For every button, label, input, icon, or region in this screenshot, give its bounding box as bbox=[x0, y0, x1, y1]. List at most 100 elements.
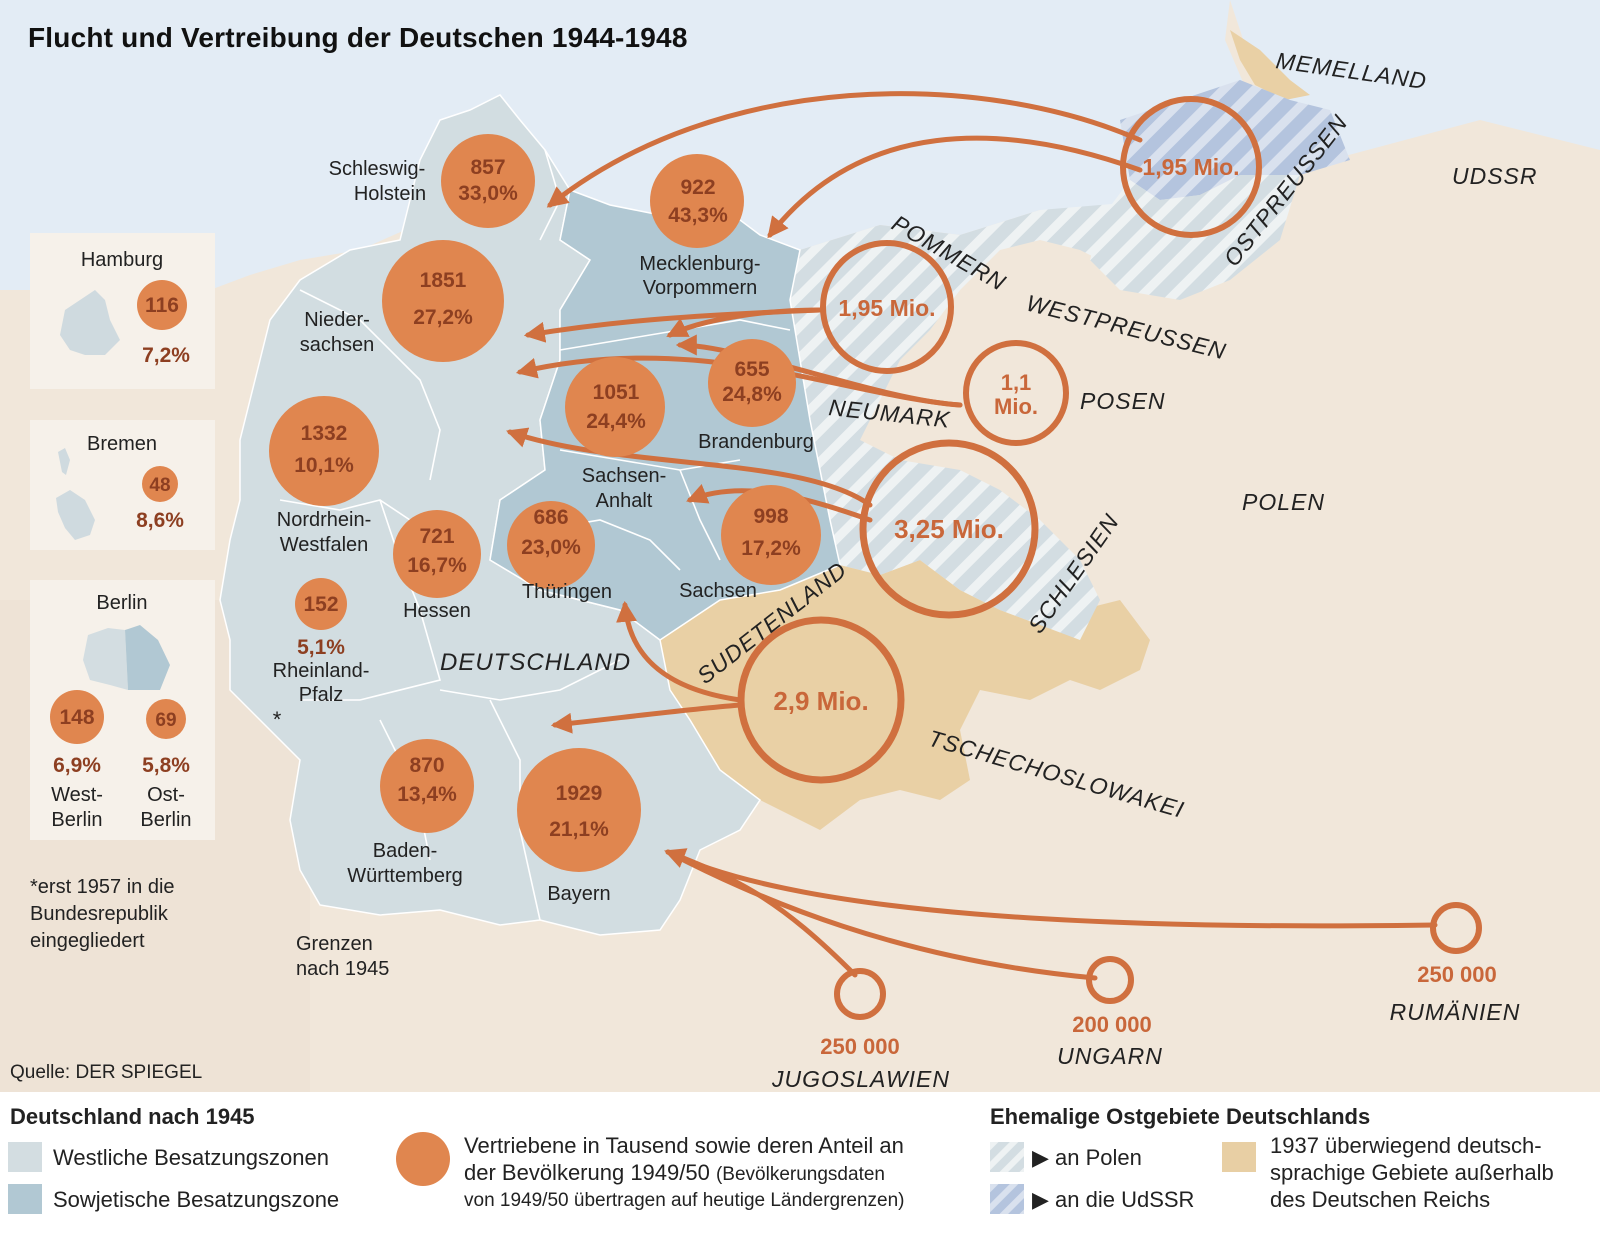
ring-ungarn bbox=[1086, 956, 1134, 1004]
source-credit: Quelle: DER SPIEGEL bbox=[10, 1062, 203, 1083]
inset-bremen bbox=[30, 420, 215, 550]
circle-rheinland-pfalz bbox=[295, 578, 347, 630]
share-hamburg: 7,2% bbox=[142, 344, 190, 367]
share-bw: 13,4% bbox=[397, 783, 457, 806]
value-sh: 857 bbox=[470, 156, 505, 179]
circle-sachsen bbox=[721, 485, 821, 585]
share-rp: 5,1% bbox=[297, 636, 345, 659]
name-st-2: Anhalt bbox=[596, 490, 653, 512]
share-st: 24,4% bbox=[586, 410, 646, 433]
amount-pommern: 1,95 Mio. bbox=[838, 295, 935, 321]
name-mv-1: Mecklenburg- bbox=[639, 253, 760, 275]
name-mv-2: Vorpommern bbox=[643, 277, 758, 299]
amount-sudetenland: 2,9 Mio. bbox=[773, 686, 868, 716]
circle-schleswig-holstein bbox=[441, 134, 535, 228]
ostgebiete-polen bbox=[790, 195, 1230, 640]
hamburg-shape bbox=[60, 290, 120, 355]
legend-circle-line1: Vertriebene in Tausend sowie deren Antei… bbox=[464, 1133, 904, 1158]
share-ns: 27,2% bbox=[413, 306, 473, 329]
name-bb: Brandenburg bbox=[698, 431, 814, 453]
value-mv: 922 bbox=[680, 176, 715, 199]
label-udssr: UDSSR bbox=[1452, 163, 1538, 189]
legend-circle-line2-main: der Bevölkerung 1949/50 bbox=[464, 1160, 710, 1185]
share-by: 21,1% bbox=[549, 818, 609, 841]
flow-arrows bbox=[506, 91, 1438, 981]
name-bw-1: Baden- bbox=[373, 840, 438, 862]
legend-soviet: Sowjetische Besatzungszone bbox=[53, 1187, 340, 1212]
legend-germany-heading: Deutschland nach 1945 bbox=[10, 1104, 255, 1129]
ring-jugoslawien bbox=[834, 968, 886, 1020]
legend-to-udssr: ▶ an die UdSSR bbox=[1032, 1187, 1195, 1212]
value-ost-berlin: 69 bbox=[155, 710, 176, 731]
name-bremen: Bremen bbox=[87, 433, 157, 455]
share-th: 23,0% bbox=[521, 536, 581, 559]
rp-footnote-marker: * bbox=[273, 707, 282, 732]
name-nrw-2: Westfalen bbox=[280, 534, 369, 556]
name-by: Bayern bbox=[547, 883, 610, 905]
share-mv: 43,3% bbox=[668, 204, 728, 227]
ring-ostpreussen bbox=[1120, 96, 1262, 238]
east-berlin-shape bbox=[125, 625, 170, 690]
label-posen: POSEN bbox=[1080, 388, 1166, 414]
name-he: Hessen bbox=[403, 600, 471, 622]
amount-jugoslawien: 250 000 bbox=[820, 1034, 900, 1059]
share-west-berlin: 6,9% bbox=[53, 754, 101, 777]
ring-posen bbox=[963, 340, 1069, 446]
swatch-to-poland bbox=[990, 1142, 1024, 1172]
memelland-area bbox=[1230, 30, 1310, 100]
arrow-schlesien-nrw bbox=[506, 427, 873, 508]
label-polen: POLEN bbox=[1242, 489, 1325, 515]
legend-east-heading: Ehemalige Ostgebiete Deutschlands bbox=[990, 1104, 1371, 1129]
value-west-berlin: 148 bbox=[59, 706, 94, 729]
inset-hamburg bbox=[30, 233, 215, 389]
value-rp: 152 bbox=[303, 593, 338, 616]
name-rp-1: Rheinland- bbox=[273, 660, 370, 682]
ring-rumaenien bbox=[1430, 902, 1482, 954]
legend-circle-line2: der Bevölkerung 1949/50 (Bevölkerungsdat… bbox=[464, 1159, 885, 1188]
name-th: Thüringen bbox=[522, 581, 612, 603]
value-bw: 870 bbox=[409, 754, 444, 777]
name-sh-2: Holstein bbox=[354, 183, 426, 205]
share-bremen: 8,6% bbox=[136, 509, 184, 532]
arrow-sudeten-bw bbox=[550, 702, 743, 734]
circle-brandenburg bbox=[708, 339, 796, 427]
label-rumaenien: RUMÄNIEN bbox=[1390, 999, 1521, 1025]
label-jugoslawien: JUGOSLAWIEN bbox=[771, 1066, 950, 1092]
swatch-circle bbox=[396, 1132, 450, 1186]
name-ns-1: Nieder- bbox=[304, 309, 370, 331]
state-circles bbox=[50, 134, 821, 872]
legend-to-poland: ▶ an Polen bbox=[1032, 1145, 1142, 1170]
name-ns-2: sachsen bbox=[300, 334, 375, 356]
share-nrw: 10,1% bbox=[294, 454, 354, 477]
ring-sudetenland bbox=[737, 616, 905, 784]
share-he: 16,7% bbox=[407, 554, 467, 577]
north-sea bbox=[0, 0, 1600, 300]
amount-ungarn: 200 000 bbox=[1072, 1012, 1152, 1037]
legend-german-speaking-1: 1937 überwiegend deutsch- bbox=[1270, 1133, 1542, 1158]
bremen-shape bbox=[56, 490, 95, 540]
value-bb: 655 bbox=[734, 358, 769, 381]
amount-schlesien: 3,25 Mio. bbox=[894, 514, 1004, 544]
value-th: 686 bbox=[533, 506, 568, 529]
name-bw-2: Württemberg bbox=[347, 865, 463, 887]
circle-hamburg bbox=[137, 280, 187, 330]
value-by: 1929 bbox=[556, 782, 603, 805]
name-hamburg: Hamburg bbox=[81, 249, 163, 271]
value-he: 721 bbox=[419, 525, 454, 548]
circle-sachsen-anhalt bbox=[565, 357, 665, 457]
legend-western: Westliche Besatzungszonen bbox=[53, 1145, 329, 1170]
arrow-pommern-bb bbox=[666, 307, 823, 338]
circle-bayern bbox=[517, 748, 641, 872]
swatch-to-udssr bbox=[990, 1184, 1024, 1214]
name-st-1: Sachsen- bbox=[582, 465, 667, 487]
legend-german-speaking-2: sprachige Gebiete außerhalb bbox=[1270, 1160, 1554, 1185]
name-west-berlin-2: Berlin bbox=[51, 809, 102, 831]
value-nrw: 1332 bbox=[301, 422, 348, 445]
name-sh-1: Schleswig- bbox=[329, 158, 426, 180]
ostgebiete-udssr bbox=[1120, 80, 1350, 200]
circle-baden-wuerttemberg bbox=[380, 739, 474, 833]
swatch-soviet bbox=[8, 1184, 42, 1214]
arrow-ostpreussen-mv bbox=[767, 135, 1143, 239]
arrow-rumaenien-by bbox=[665, 849, 1438, 929]
